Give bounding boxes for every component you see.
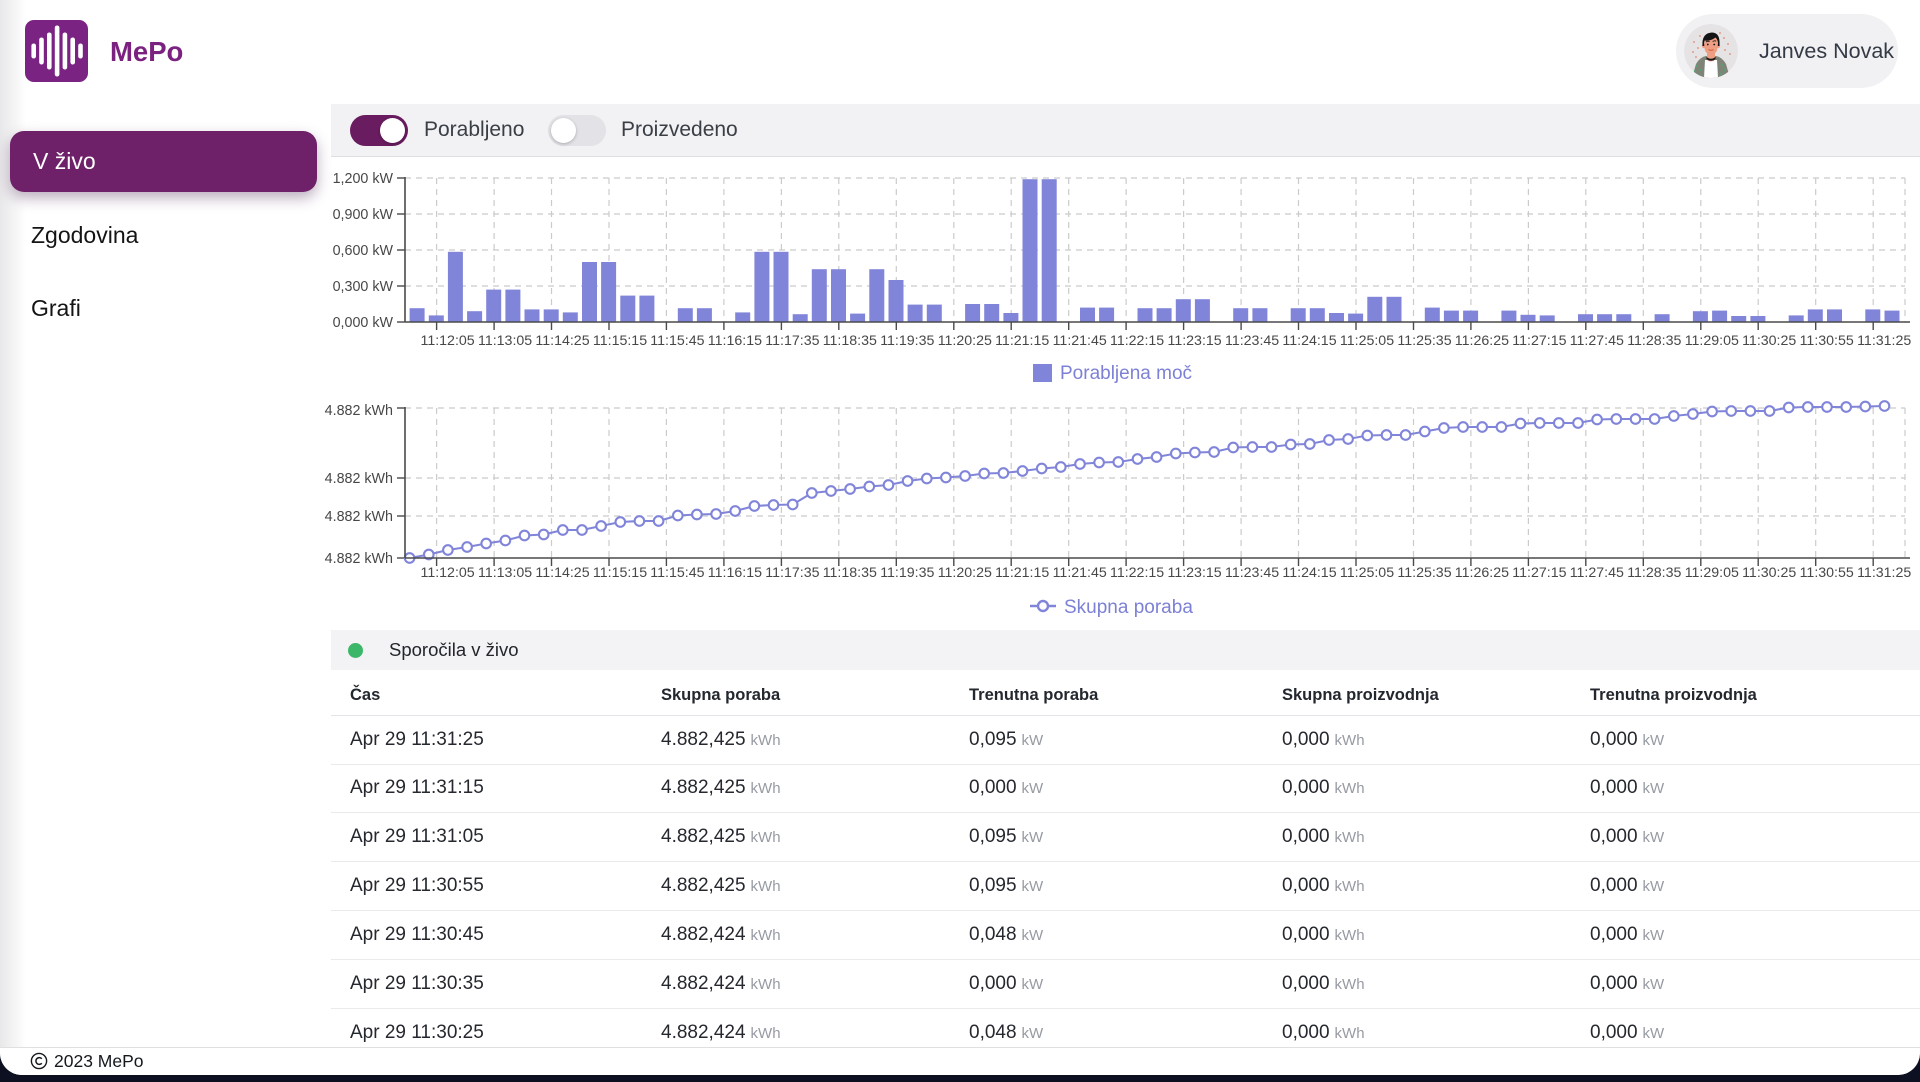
svg-text:11:25:35: 11:25:35 <box>1397 565 1451 581</box>
svg-text:11:21:45: 11:21:45 <box>1053 333 1107 349</box>
svg-text:0,600 kW: 0,600 kW <box>333 243 394 259</box>
svg-text:11:23:45: 11:23:45 <box>1225 333 1279 349</box>
svg-text:4.882 kWh: 4.882 kWh <box>325 551 393 567</box>
svg-text:4.882 kWh: 4.882 kWh <box>325 471 393 487</box>
svg-text:4.882 kWh: 4.882 kWh <box>325 509 393 525</box>
svg-text:11:15:45: 11:15:45 <box>650 333 704 349</box>
svg-text:11:27:15: 11:27:15 <box>1512 333 1566 349</box>
svg-text:4.882 kWh: 4.882 kWh <box>325 403 393 419</box>
svg-text:11:15:45: 11:15:45 <box>650 565 704 581</box>
svg-text:11:21:15: 11:21:15 <box>995 333 1049 349</box>
svg-text:11:25:35: 11:25:35 <box>1397 333 1451 349</box>
svg-text:11:16:15: 11:16:15 <box>708 565 762 581</box>
svg-text:11:19:35: 11:19:35 <box>880 565 934 581</box>
svg-text:11:31:25: 11:31:25 <box>1857 333 1911 349</box>
svg-text:11:23:15: 11:23:15 <box>1168 565 1222 581</box>
svg-text:11:18:35: 11:18:35 <box>823 333 877 349</box>
svg-text:11:12:05: 11:12:05 <box>421 333 475 349</box>
svg-text:1,200 kW: 1,200 kW <box>333 171 394 187</box>
svg-text:11:30:25: 11:30:25 <box>1742 565 1796 581</box>
svg-text:11:29:05: 11:29:05 <box>1685 333 1739 349</box>
svg-text:Porabljena moč: Porabljena moč <box>1060 363 1192 384</box>
svg-text:11:13:05: 11:13:05 <box>478 565 532 581</box>
svg-text:11:21:45: 11:21:45 <box>1053 565 1107 581</box>
svg-text:11:16:15: 11:16:15 <box>708 333 762 349</box>
svg-text:0,000 kW: 0,000 kW <box>333 315 394 331</box>
svg-text:11:30:55: 11:30:55 <box>1800 565 1854 581</box>
svg-text:11:30:55: 11:30:55 <box>1800 333 1854 349</box>
svg-text:11:26:25: 11:26:25 <box>1455 333 1509 349</box>
svg-text:11:23:45: 11:23:45 <box>1225 565 1279 581</box>
svg-text:11:25:05: 11:25:05 <box>1340 565 1394 581</box>
svg-text:11:27:45: 11:27:45 <box>1570 565 1624 581</box>
svg-text:11:15:15: 11:15:15 <box>593 565 647 581</box>
svg-text:11:12:05: 11:12:05 <box>421 565 475 581</box>
svg-text:11:28:35: 11:28:35 <box>1627 565 1681 581</box>
svg-text:11:13:05: 11:13:05 <box>478 333 532 349</box>
svg-text:11:17:35: 11:17:35 <box>765 333 819 349</box>
svg-text:11:20:25: 11:20:25 <box>938 565 992 581</box>
svg-text:11:15:15: 11:15:15 <box>593 333 647 349</box>
svg-text:11:20:25: 11:20:25 <box>938 333 992 349</box>
svg-text:11:21:15: 11:21:15 <box>995 565 1049 581</box>
svg-text:11:22:15: 11:22:15 <box>1110 333 1164 349</box>
svg-text:11:24:15: 11:24:15 <box>1282 333 1336 349</box>
svg-text:11:14:25: 11:14:25 <box>535 333 589 349</box>
svg-text:0,300 kW: 0,300 kW <box>333 279 394 295</box>
svg-text:11:17:35: 11:17:35 <box>765 565 819 581</box>
svg-text:11:27:45: 11:27:45 <box>1570 333 1624 349</box>
svg-text:11:14:25: 11:14:25 <box>535 565 589 581</box>
svg-text:11:26:25: 11:26:25 <box>1455 565 1509 581</box>
svg-text:11:27:15: 11:27:15 <box>1512 565 1566 581</box>
svg-text:11:29:05: 11:29:05 <box>1685 565 1739 581</box>
svg-text:11:22:15: 11:22:15 <box>1110 565 1164 581</box>
svg-text:11:18:35: 11:18:35 <box>823 565 877 581</box>
svg-text:Skupna poraba: Skupna poraba <box>1064 597 1193 618</box>
svg-text:11:24:15: 11:24:15 <box>1282 565 1336 581</box>
svg-text:11:31:25: 11:31:25 <box>1857 565 1911 581</box>
svg-text:11:28:35: 11:28:35 <box>1627 333 1681 349</box>
svg-text:11:23:15: 11:23:15 <box>1168 333 1222 349</box>
svg-text:11:30:25: 11:30:25 <box>1742 333 1796 349</box>
svg-text:11:25:05: 11:25:05 <box>1340 333 1394 349</box>
svg-text:11:19:35: 11:19:35 <box>880 333 934 349</box>
svg-text:0,900 kW: 0,900 kW <box>333 207 394 223</box>
